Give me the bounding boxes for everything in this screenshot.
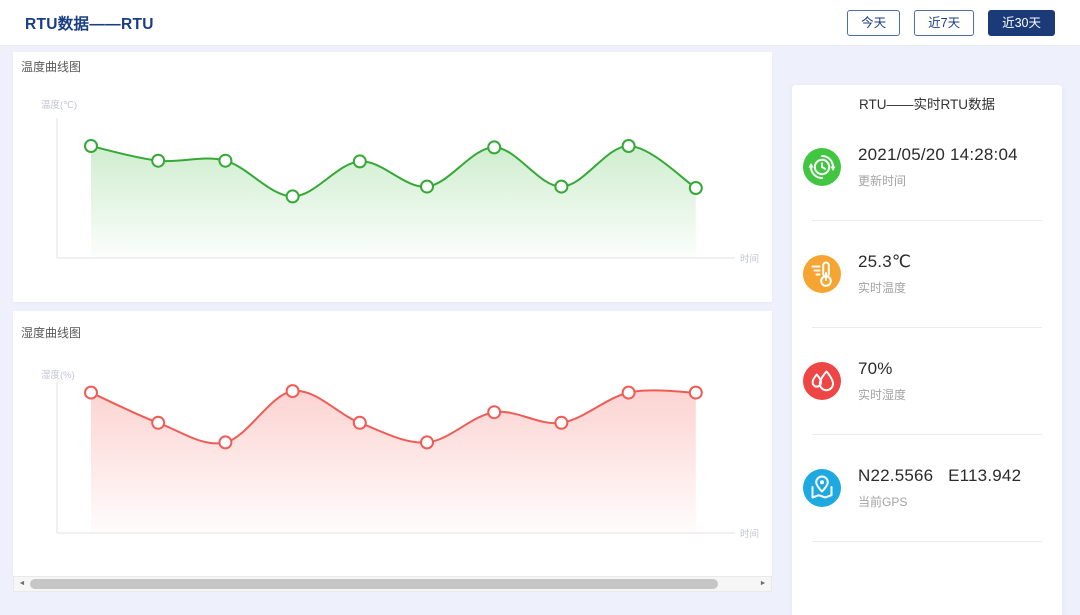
scroll-left-arrow-icon[interactable]: ◄ — [18, 580, 26, 587]
data-point-marker — [151, 415, 166, 430]
range-button-7days[interactable]: 近7天 — [914, 9, 975, 36]
x-axis-label: 时间 — [740, 528, 759, 540]
data-point-marker — [285, 384, 300, 399]
chart-line — [90, 144, 697, 198]
humidity-chart-card: 湿度曲线图 湿度(%) 时间 — [13, 311, 772, 576]
data-point-marker — [554, 179, 569, 194]
thermometer-icon — [803, 255, 841, 293]
chart-line — [90, 389, 697, 445]
data-point-marker — [285, 189, 300, 204]
data-point-marker — [621, 385, 636, 400]
water-drop-icon — [803, 362, 841, 400]
update-time-value: 2021/05/20 14:28:04 — [858, 145, 1018, 164]
realtime-humidity-label: 实时湿度 — [858, 388, 907, 402]
update-time-item: 2021/05/20 14:28:04 更新时间 — [792, 114, 1062, 220]
map-pin-icon — [803, 469, 841, 507]
data-point-marker — [218, 435, 233, 450]
temperature-chart-card: 温度曲线图 温度(℃) 时间 — [13, 52, 772, 302]
divider — [812, 541, 1042, 542]
scrollbar-thumb[interactable] — [30, 579, 718, 589]
realtime-data-panel: RTU——实时RTU数据 2021/05/20 14:28:04 更新时间 25.3… — [792, 85, 1062, 615]
data-point-marker — [84, 385, 98, 400]
data-point-marker — [352, 415, 367, 430]
data-point-marker — [554, 415, 569, 430]
data-point-marker — [218, 153, 233, 168]
realtime-items: 2021/05/20 14:28:04 更新时间 25.3℃ 实时温度 70% 实时湿度 N… — [792, 114, 1062, 542]
page-title: RTU数据——RTU — [25, 15, 154, 33]
range-button-30days[interactable]: 近30天 — [988, 9, 1055, 36]
y-axis-label: 温度(℃) — [41, 99, 77, 111]
humidity-chart: 湿度(%) 时间 — [41, 369, 759, 540]
current-gps-label: 当前GPS — [858, 495, 908, 509]
divider — [812, 327, 1042, 328]
chart-area-fill — [91, 390, 696, 533]
data-point-marker — [84, 139, 98, 153]
x-axis-label: 时间 — [740, 253, 759, 265]
realtime-panel-title: RTU——实时RTU数据 — [858, 97, 995, 112]
date-range-buttons: 今天 近7天 近30天 — [847, 9, 1055, 36]
data-point-marker — [420, 435, 434, 450]
realtime-temperature-item: 25.3℃ 实时温度 — [792, 221, 1062, 327]
y-axis-label: 湿度(%) — [41, 369, 75, 381]
data-point-marker — [352, 154, 367, 169]
data-point-marker — [688, 181, 703, 195]
current-gps-value: N22.5566 E113.942 — [858, 466, 1022, 485]
divider — [812, 434, 1042, 435]
horizontal-scrollbar[interactable]: ◄ ► — [13, 576, 772, 592]
data-point-marker — [487, 140, 502, 155]
top-bar: RTU数据——RTU 今天 近7天 近30天 — [0, 0, 1080, 46]
scroll-right-arrow-icon[interactable]: ► — [759, 580, 767, 587]
current-gps-item: N22.5566 E113.942 当前GPS — [792, 435, 1062, 541]
realtime-humidity-item: 70% 实时湿度 — [792, 328, 1062, 434]
data-point-marker — [621, 139, 636, 153]
humidity-chart-title: 湿度曲线图 — [21, 326, 82, 340]
realtime-temperature-label: 实时温度 — [858, 281, 907, 295]
realtime-temperature-value: 25.3℃ — [858, 252, 912, 271]
chart-area-fill — [91, 145, 696, 258]
range-button-today[interactable]: 今天 — [847, 9, 901, 36]
data-point-marker — [420, 179, 434, 194]
realtime-humidity-value: 70% — [858, 359, 893, 378]
temperature-chart: 温度(℃) 时间 — [41, 99, 759, 265]
data-point-marker — [688, 385, 703, 400]
divider — [812, 220, 1042, 221]
update-time-label: 更新时间 — [858, 174, 907, 188]
data-point-marker — [487, 405, 502, 420]
refresh-clock-icon — [803, 148, 841, 186]
temperature-chart-title: 温度曲线图 — [21, 60, 82, 74]
data-point-marker — [151, 153, 166, 168]
